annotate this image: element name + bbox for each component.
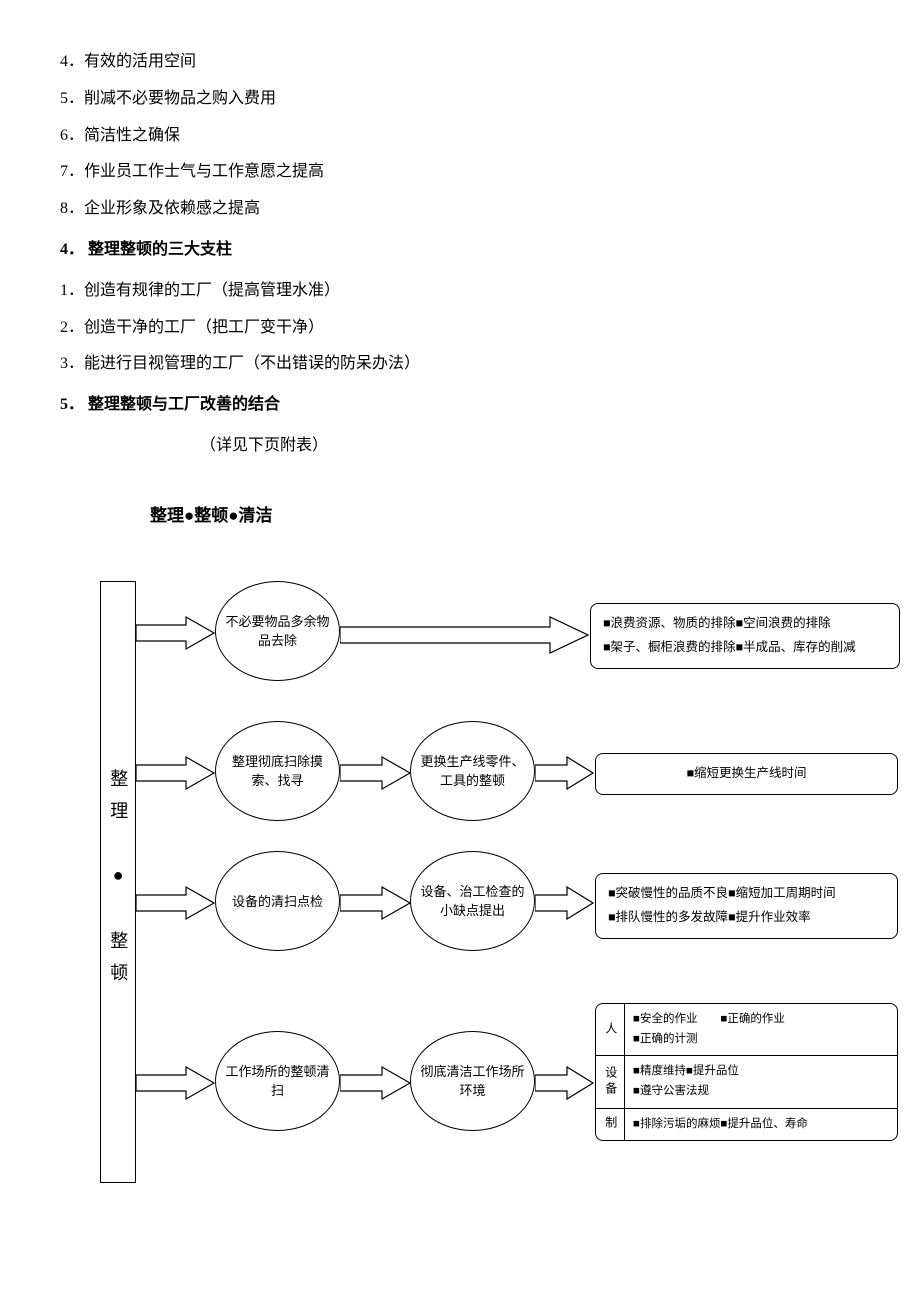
arrow-1a-icon [136, 613, 216, 653]
split-row-person: 人 ■安全的作业 ■正确的作业■正确的计测 [596, 1004, 897, 1056]
ellipse-row3-1: 设备的清扫点检 [215, 851, 340, 951]
heading-4: 4． 整理整顿的三大支柱 [60, 236, 860, 265]
arrow-4c-icon [535, 1063, 595, 1103]
arrow-2c-icon [535, 753, 595, 793]
pillar-3: 3．能进行目视管理的工厂（不出错误的防呆办法） [60, 350, 860, 379]
list-item-4: 4．有效的活用空间 [60, 48, 860, 77]
arrow-2a-icon [136, 753, 216, 793]
split-label-system: 制 [596, 1109, 625, 1141]
ellipse-row2-1: 整理彻底扫除摸索、找寻 [215, 721, 340, 821]
result-row3: ■突破慢性的品质不良■缩短加工周期时间■排队慢性的多发故障■提升作业效率 [595, 873, 898, 939]
split-label-person: 人 [596, 1004, 625, 1055]
list-item-6: 6．简洁性之确保 [60, 122, 860, 151]
diagram-title: 整理●整顿●清洁 [150, 501, 860, 532]
ellipse-row3-2: 设备、治工检查的小缺点提出 [410, 851, 535, 951]
pillar-2: 2．创造干净的工厂（把工厂变干净） [60, 314, 860, 343]
split-content-system: ■排除污垢的麻烦■提升品位、寿命 [625, 1109, 897, 1141]
split-row-equipment: 设备 ■精度维持■提升品位■遵守公害法规 [596, 1056, 897, 1108]
list-item-8: 8．企业形象及依赖感之提高 [60, 195, 860, 224]
heading-5: 5． 整理整顿与工厂改善的结合 [60, 391, 860, 420]
pillar-1: 1．创造有规律的工厂（提高管理水准） [60, 277, 860, 306]
result-row4-split: 人 ■安全的作业 ■正确的作业■正确的计测 设备 ■精度维持■提升品位■遵守公害… [595, 1003, 898, 1141]
split-label-equipment: 设备 [596, 1056, 625, 1107]
arrow-3c-icon [535, 883, 595, 923]
ellipse-row1: 不必要物品多余物品去除 [215, 581, 340, 681]
list-item-5: 5．削减不必要物品之购入费用 [60, 85, 860, 114]
arrow-3b-icon [340, 883, 412, 923]
note-see-next: （详见下页附表） [200, 432, 860, 461]
ellipse-row4-1: 工作场所的整顿清扫 [215, 1031, 340, 1131]
ellipse-row2-2: 更换生产线零件、工具的整顿 [410, 721, 535, 821]
split-content-person: ■安全的作业 ■正确的作业■正确的计测 [625, 1004, 897, 1055]
split-row-system: 制 ■排除污垢的麻烦■提升品位、寿命 [596, 1109, 897, 1141]
ellipse-row4-2: 彻底清洁工作场所环境 [410, 1031, 535, 1131]
arrow-1b-icon [340, 613, 590, 657]
flowchart-diagram: 整理 ● 整顿 不必要物品多余物品去除 ■浪费资源、物质的排除■空间浪费的排除■… [100, 561, 920, 1211]
vertical-label-box: 整理 ● 整顿 [100, 581, 136, 1183]
split-content-equipment: ■精度维持■提升品位■遵守公害法规 [625, 1056, 897, 1107]
arrow-4b-icon [340, 1063, 412, 1103]
result-row1: ■浪费资源、物质的排除■空间浪费的排除■架子、橱柜浪费的排除■半成品、库存的削减 [590, 603, 900, 669]
arrow-2b-icon [340, 753, 412, 793]
arrow-3a-icon [136, 883, 216, 923]
arrow-4a-icon [136, 1063, 216, 1103]
result-row2: ■缩短更换生产线时间 [595, 753, 898, 795]
list-item-7: 7．作业员工作士气与工作意愿之提高 [60, 158, 860, 187]
